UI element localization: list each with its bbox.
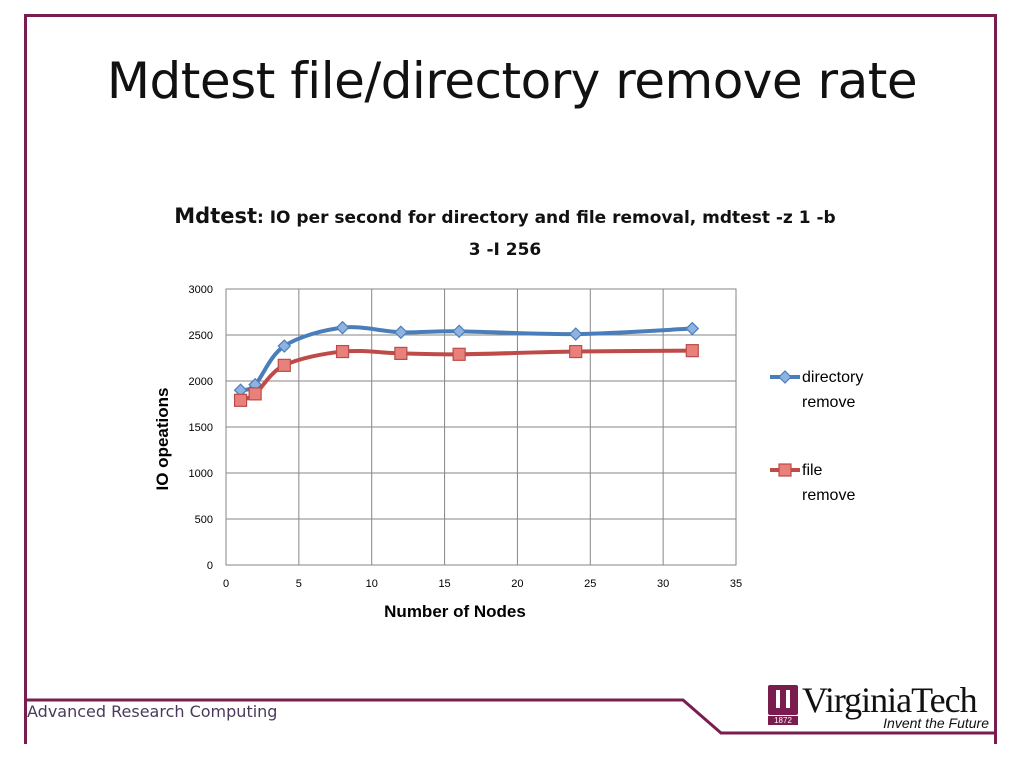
- y-tick-label: 1500: [189, 422, 213, 434]
- chart-title: Mdtest: IO per second for directory and …: [170, 200, 840, 266]
- x-tick-label: 0: [223, 578, 229, 590]
- data-point: [685, 344, 699, 358]
- data-point: [569, 344, 583, 359]
- y-tick-label: 500: [195, 514, 213, 526]
- legend-marker: [778, 463, 792, 477]
- slide-title: Mdtest file/directory remove rate: [106, 52, 918, 110]
- logo-name: VirginiaTech: [802, 680, 978, 720]
- y-tick-label: 0: [207, 560, 213, 572]
- logo-tagline: Invent the Future: [883, 715, 989, 731]
- footer-ribbon-line: [24, 698, 997, 735]
- data-point: [277, 358, 291, 372]
- x-tick-label: 10: [366, 578, 378, 590]
- data-point: [452, 347, 466, 361]
- data-point: [277, 339, 292, 353]
- data-point: [394, 346, 408, 360]
- legend-marker: [778, 370, 792, 384]
- y-axis-label: IO opeations: [153, 388, 172, 491]
- data-point: [568, 327, 583, 341]
- virginia-tech-logo: 1872 VirginiaTech Invent the Future: [768, 680, 993, 733]
- data-point: [335, 344, 350, 359]
- logo-mark-icon: [768, 685, 798, 715]
- x-tick-label: 25: [584, 578, 596, 590]
- legend-label: directory remove: [802, 369, 863, 411]
- y-tick-label: 3000: [189, 284, 213, 296]
- y-tick-label: 2000: [189, 376, 213, 388]
- x-axis-label: Number of Nodes: [384, 602, 526, 621]
- x-tick-label: 5: [296, 578, 302, 590]
- footer-text: Advanced Research Computing: [27, 702, 278, 721]
- legend-label: file remove: [802, 462, 855, 504]
- data-point: [394, 325, 408, 340]
- data-point: [233, 393, 248, 407]
- x-tick-label: 15: [438, 578, 450, 590]
- data-point: [248, 387, 262, 401]
- x-tick-label: 35: [730, 578, 742, 590]
- x-tick-label: 20: [511, 578, 523, 590]
- logo-year: 1872: [768, 716, 798, 725]
- data-point: [452, 324, 466, 339]
- chart-title-lead: Mdtest: [174, 204, 258, 228]
- data-point: [685, 321, 700, 336]
- chart-title-rest: : IO per second for directory and file r…: [257, 208, 836, 260]
- x-tick-label: 30: [657, 578, 669, 590]
- data-point: [335, 320, 350, 335]
- slide-frame: [24, 14, 997, 744]
- y-tick-label: 1000: [189, 468, 213, 480]
- y-tick-label: 2500: [189, 330, 213, 342]
